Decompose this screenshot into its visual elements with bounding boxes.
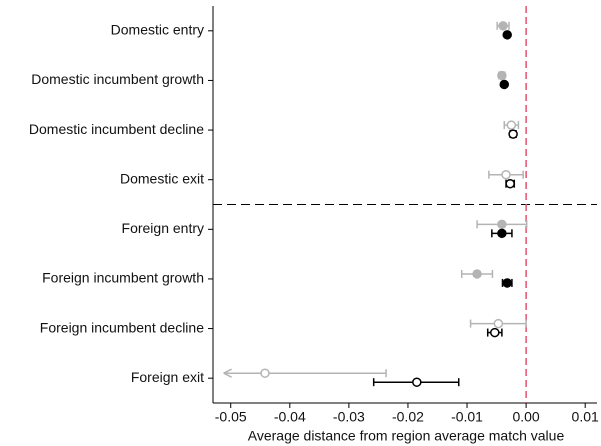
y-tick-label: Domestic incumbent decline — [29, 121, 204, 137]
y-tick-label: Foreign incumbent decline — [40, 319, 204, 335]
point — [501, 169, 511, 180]
point — [505, 178, 515, 189]
point — [499, 79, 509, 90]
x-tick-label: 0.00 — [512, 409, 539, 425]
point — [493, 318, 504, 329]
y-tick-label: Domestic entry — [111, 22, 204, 38]
x-tick-label: -0.02 — [392, 409, 424, 425]
point — [260, 368, 270, 378]
error-bar-arrow — [223, 368, 232, 378]
x-tick-label: -0.01 — [451, 409, 483, 425]
y-tick-label: Foreign exit — [131, 369, 204, 385]
point — [472, 269, 482, 279]
point — [412, 377, 422, 387]
x-tick-label: 0.01 — [572, 409, 599, 425]
point — [497, 70, 507, 81]
point — [502, 278, 512, 288]
point — [498, 21, 508, 31]
x-tick-label: -0.05 — [215, 409, 247, 425]
point — [506, 120, 517, 130]
x-axis-title: Average distance from region average mat… — [248, 428, 565, 444]
point — [490, 327, 500, 338]
y-tick-label: Domestic incumbent growth — [31, 71, 204, 87]
y-tick-label: Foreign incumbent growth — [42, 270, 204, 286]
point — [502, 30, 512, 40]
x-tick-label: -0.03 — [333, 409, 365, 425]
y-tick-label: Foreign entry — [122, 220, 204, 236]
y-tick-label: Domestic exit — [120, 170, 204, 186]
point — [497, 228, 507, 239]
point — [508, 129, 518, 139]
x-tick-label: -0.04 — [274, 409, 306, 425]
point — [497, 219, 507, 230]
